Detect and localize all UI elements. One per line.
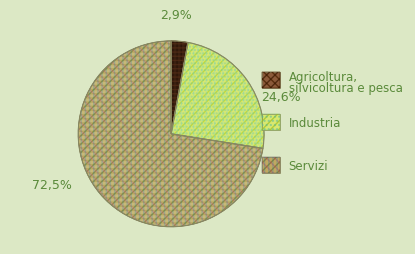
FancyBboxPatch shape [262,73,280,88]
Text: 72,5%: 72,5% [32,179,72,192]
Text: Servizi: Servizi [288,159,328,172]
Text: 24,6%: 24,6% [261,91,300,104]
FancyBboxPatch shape [262,158,280,173]
Text: Agricoltura,: Agricoltura, [288,70,357,83]
Text: 2,9%: 2,9% [160,9,192,22]
Text: silvicoltura e pesca: silvicoltura e pesca [288,82,403,95]
Text: Industria: Industria [288,116,341,129]
Wedge shape [78,42,263,227]
FancyBboxPatch shape [262,115,280,130]
Wedge shape [171,43,264,149]
Wedge shape [171,42,188,134]
